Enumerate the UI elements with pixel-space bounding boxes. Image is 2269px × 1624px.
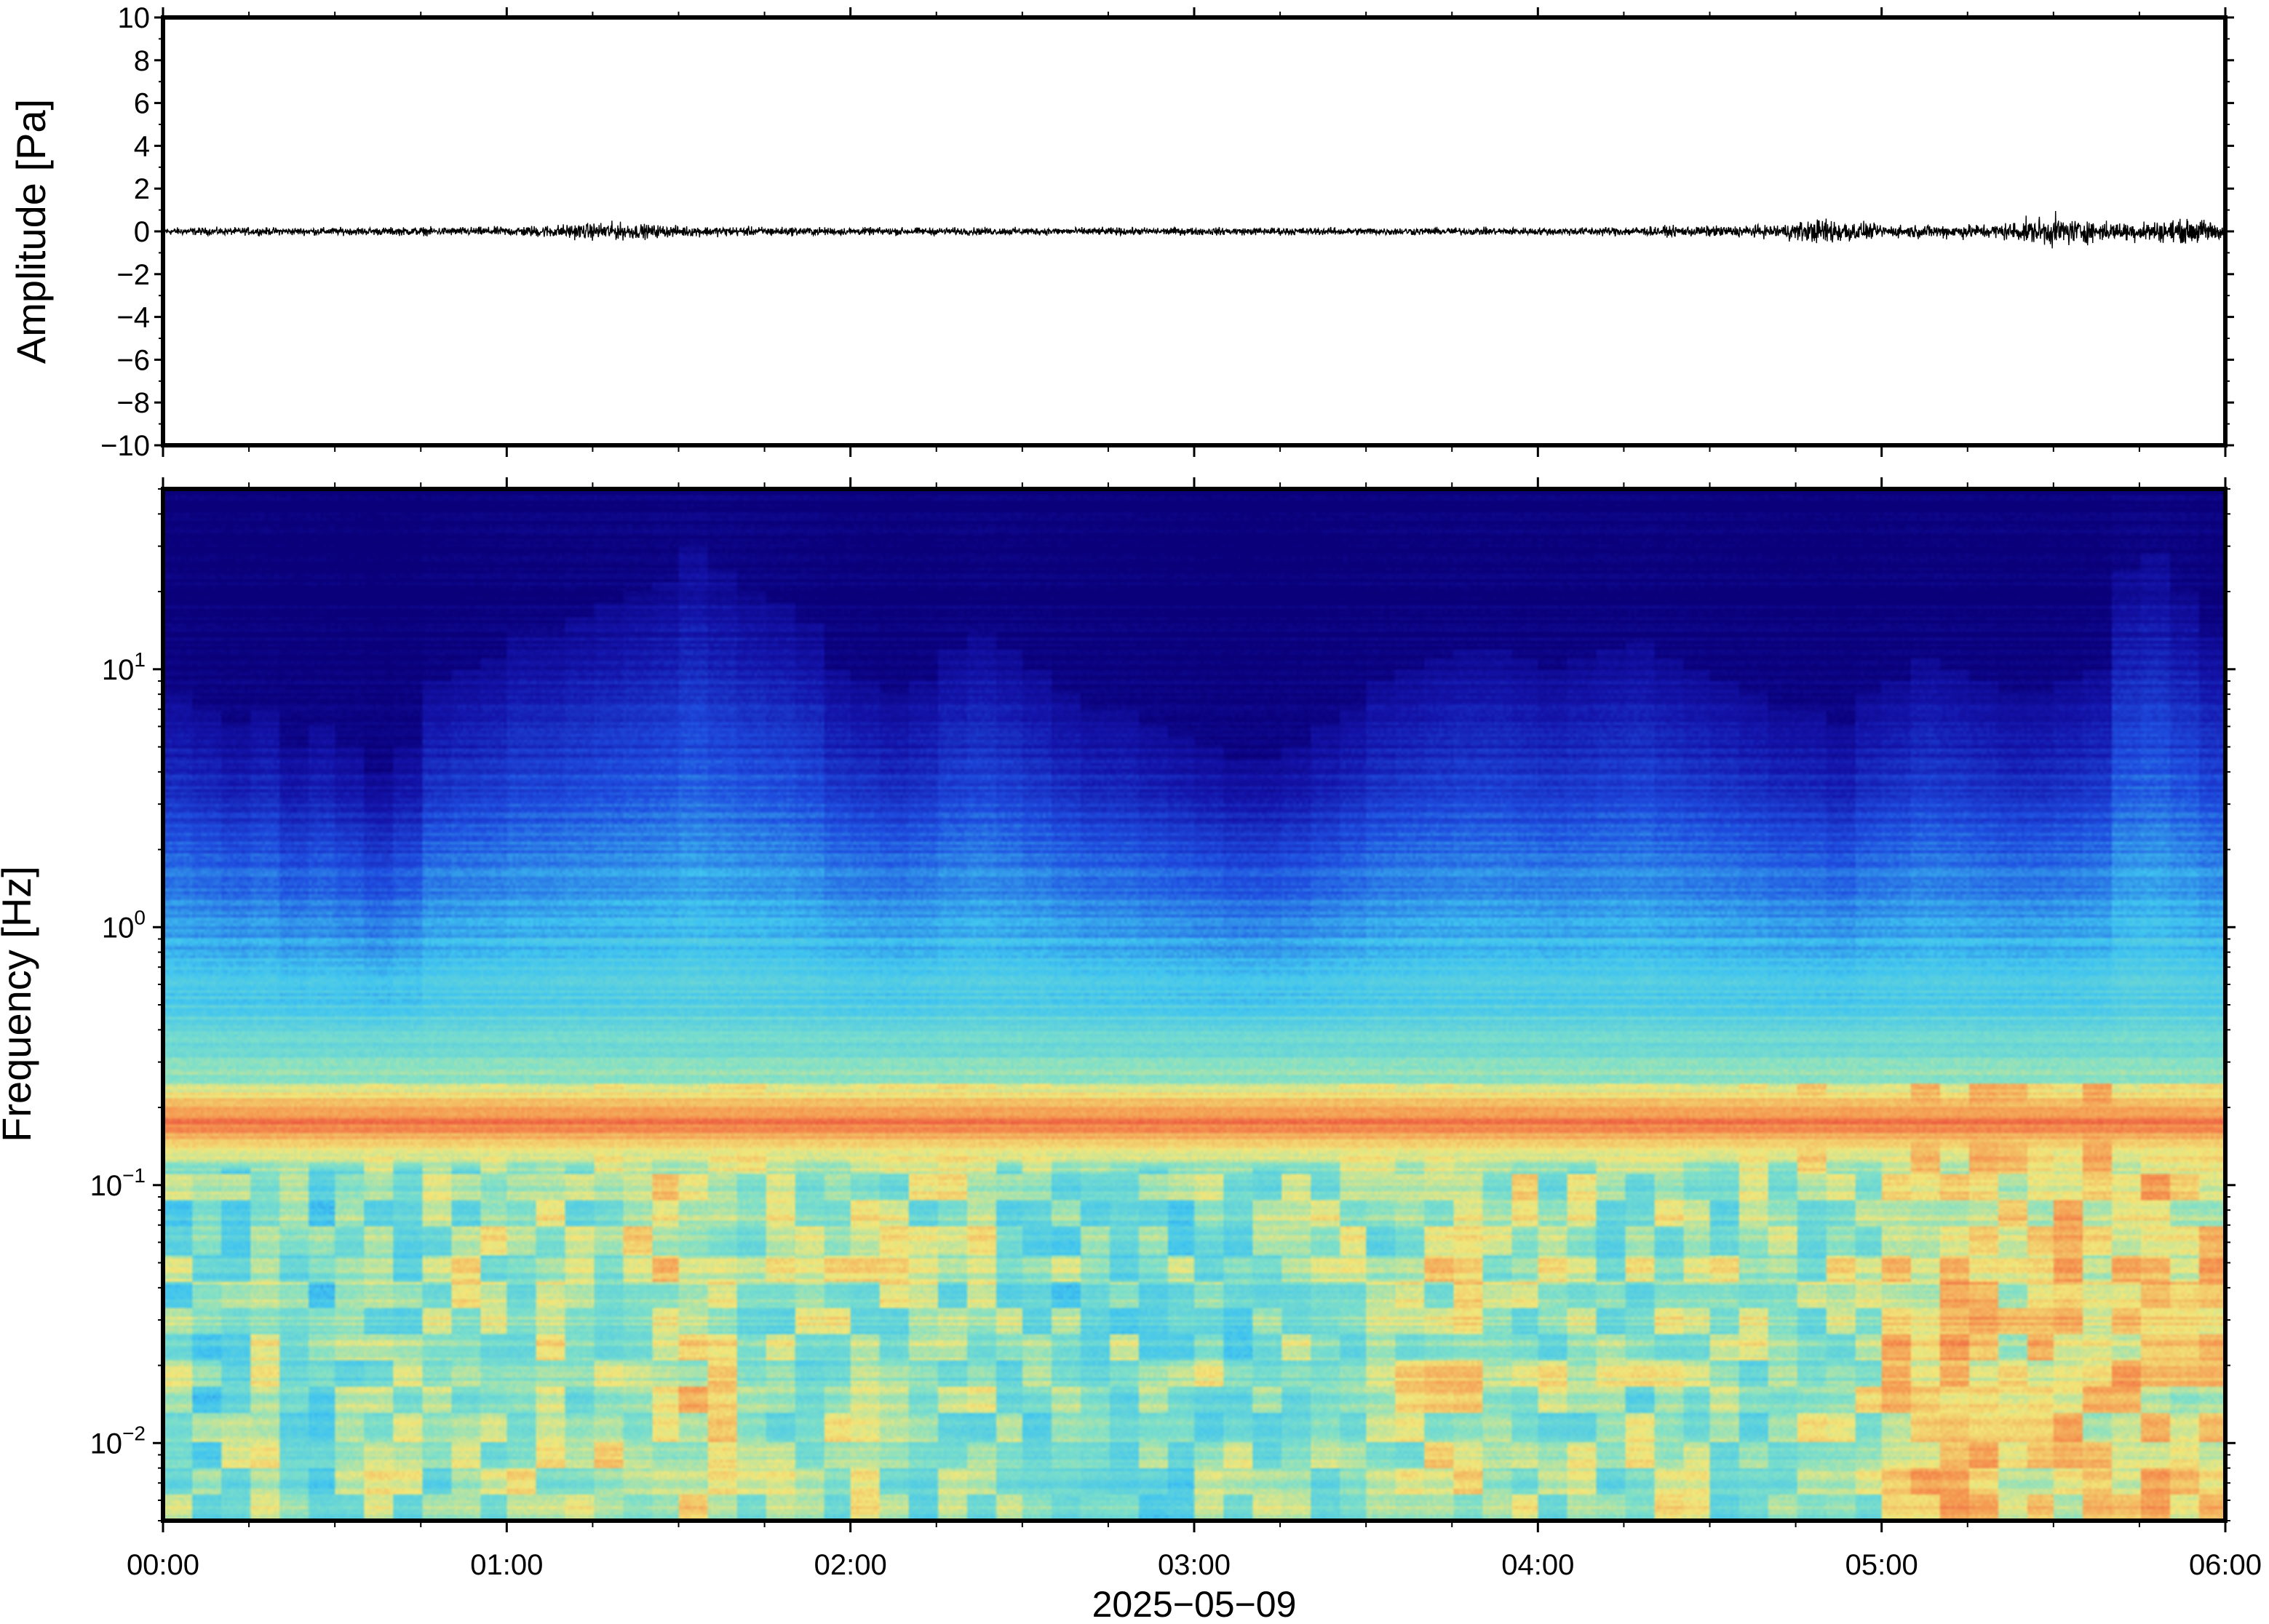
spectrogram-y-axis-title: Frequency [Hz] — [0, 866, 39, 1142]
waveform-y-tick-label: −2 — [116, 259, 150, 291]
waveform-y-tick-label: −6 — [116, 344, 150, 376]
x-tick-label: 03:00 — [1158, 1549, 1231, 1581]
spectrogram-y-tick-label: 10−2 — [90, 1422, 146, 1460]
waveform-y-tick-label: 10 — [118, 2, 151, 34]
spectrogram-y-tick-label: 101 — [102, 648, 146, 686]
spectrogram-y-tick-label: 10−1 — [90, 1164, 146, 1202]
waveform-y-tick-label: 2 — [134, 173, 150, 205]
x-tick-label: 02:00 — [814, 1549, 887, 1581]
x-tick-label: 06:00 — [2189, 1549, 2262, 1581]
waveform-y-ticks: 10 8 6 4 2 0 −2 −4 −6 −8 −10 — [100, 2, 2234, 462]
x-tick-label: 00:00 — [127, 1549, 199, 1581]
x-axis-date-label: 2025−05−09 — [1092, 1584, 1297, 1624]
waveform-y-tick-label: −4 — [116, 302, 150, 334]
spectrogram-y-tick-label: 100 — [102, 906, 146, 944]
waveform-trace — [162, 211, 2226, 249]
x-tick-label: 01:00 — [470, 1549, 543, 1581]
spectrogram-y-ticks: 101 100 10−1 10−2 — [90, 488, 2236, 1521]
x-tick-label: 05:00 — [1845, 1549, 1918, 1581]
waveform-y-tick-label: 0 — [134, 216, 150, 248]
x-tick-label: 04:00 — [1501, 1549, 1574, 1581]
spectrogram-heatmap — [163, 489, 2225, 1521]
waveform-y-tick-label: 6 — [134, 88, 150, 120]
time-x-axis: 00:00 01:00 02:00 03:00 04:00 05:00 06:00 — [127, 7, 2262, 1581]
waveform-y-tick-label: 8 — [134, 45, 150, 77]
waveform-y-tick-label: −8 — [116, 387, 150, 419]
waveform-y-axis-title: Amplitude [Pa] — [8, 99, 54, 364]
spectrogram-panel: 101 100 10−1 10−2 Frequency [Hz] — [0, 487, 2236, 1523]
spectrogram-frame — [161, 487, 2228, 1523]
waveform-y-tick-label: 4 — [134, 130, 150, 162]
waveform-panel: 10 8 6 4 2 0 −2 −4 −6 −8 −10 Amplitude [Pa] — [8, 2, 2234, 462]
waveform-y-tick-label: −10 — [100, 430, 150, 462]
